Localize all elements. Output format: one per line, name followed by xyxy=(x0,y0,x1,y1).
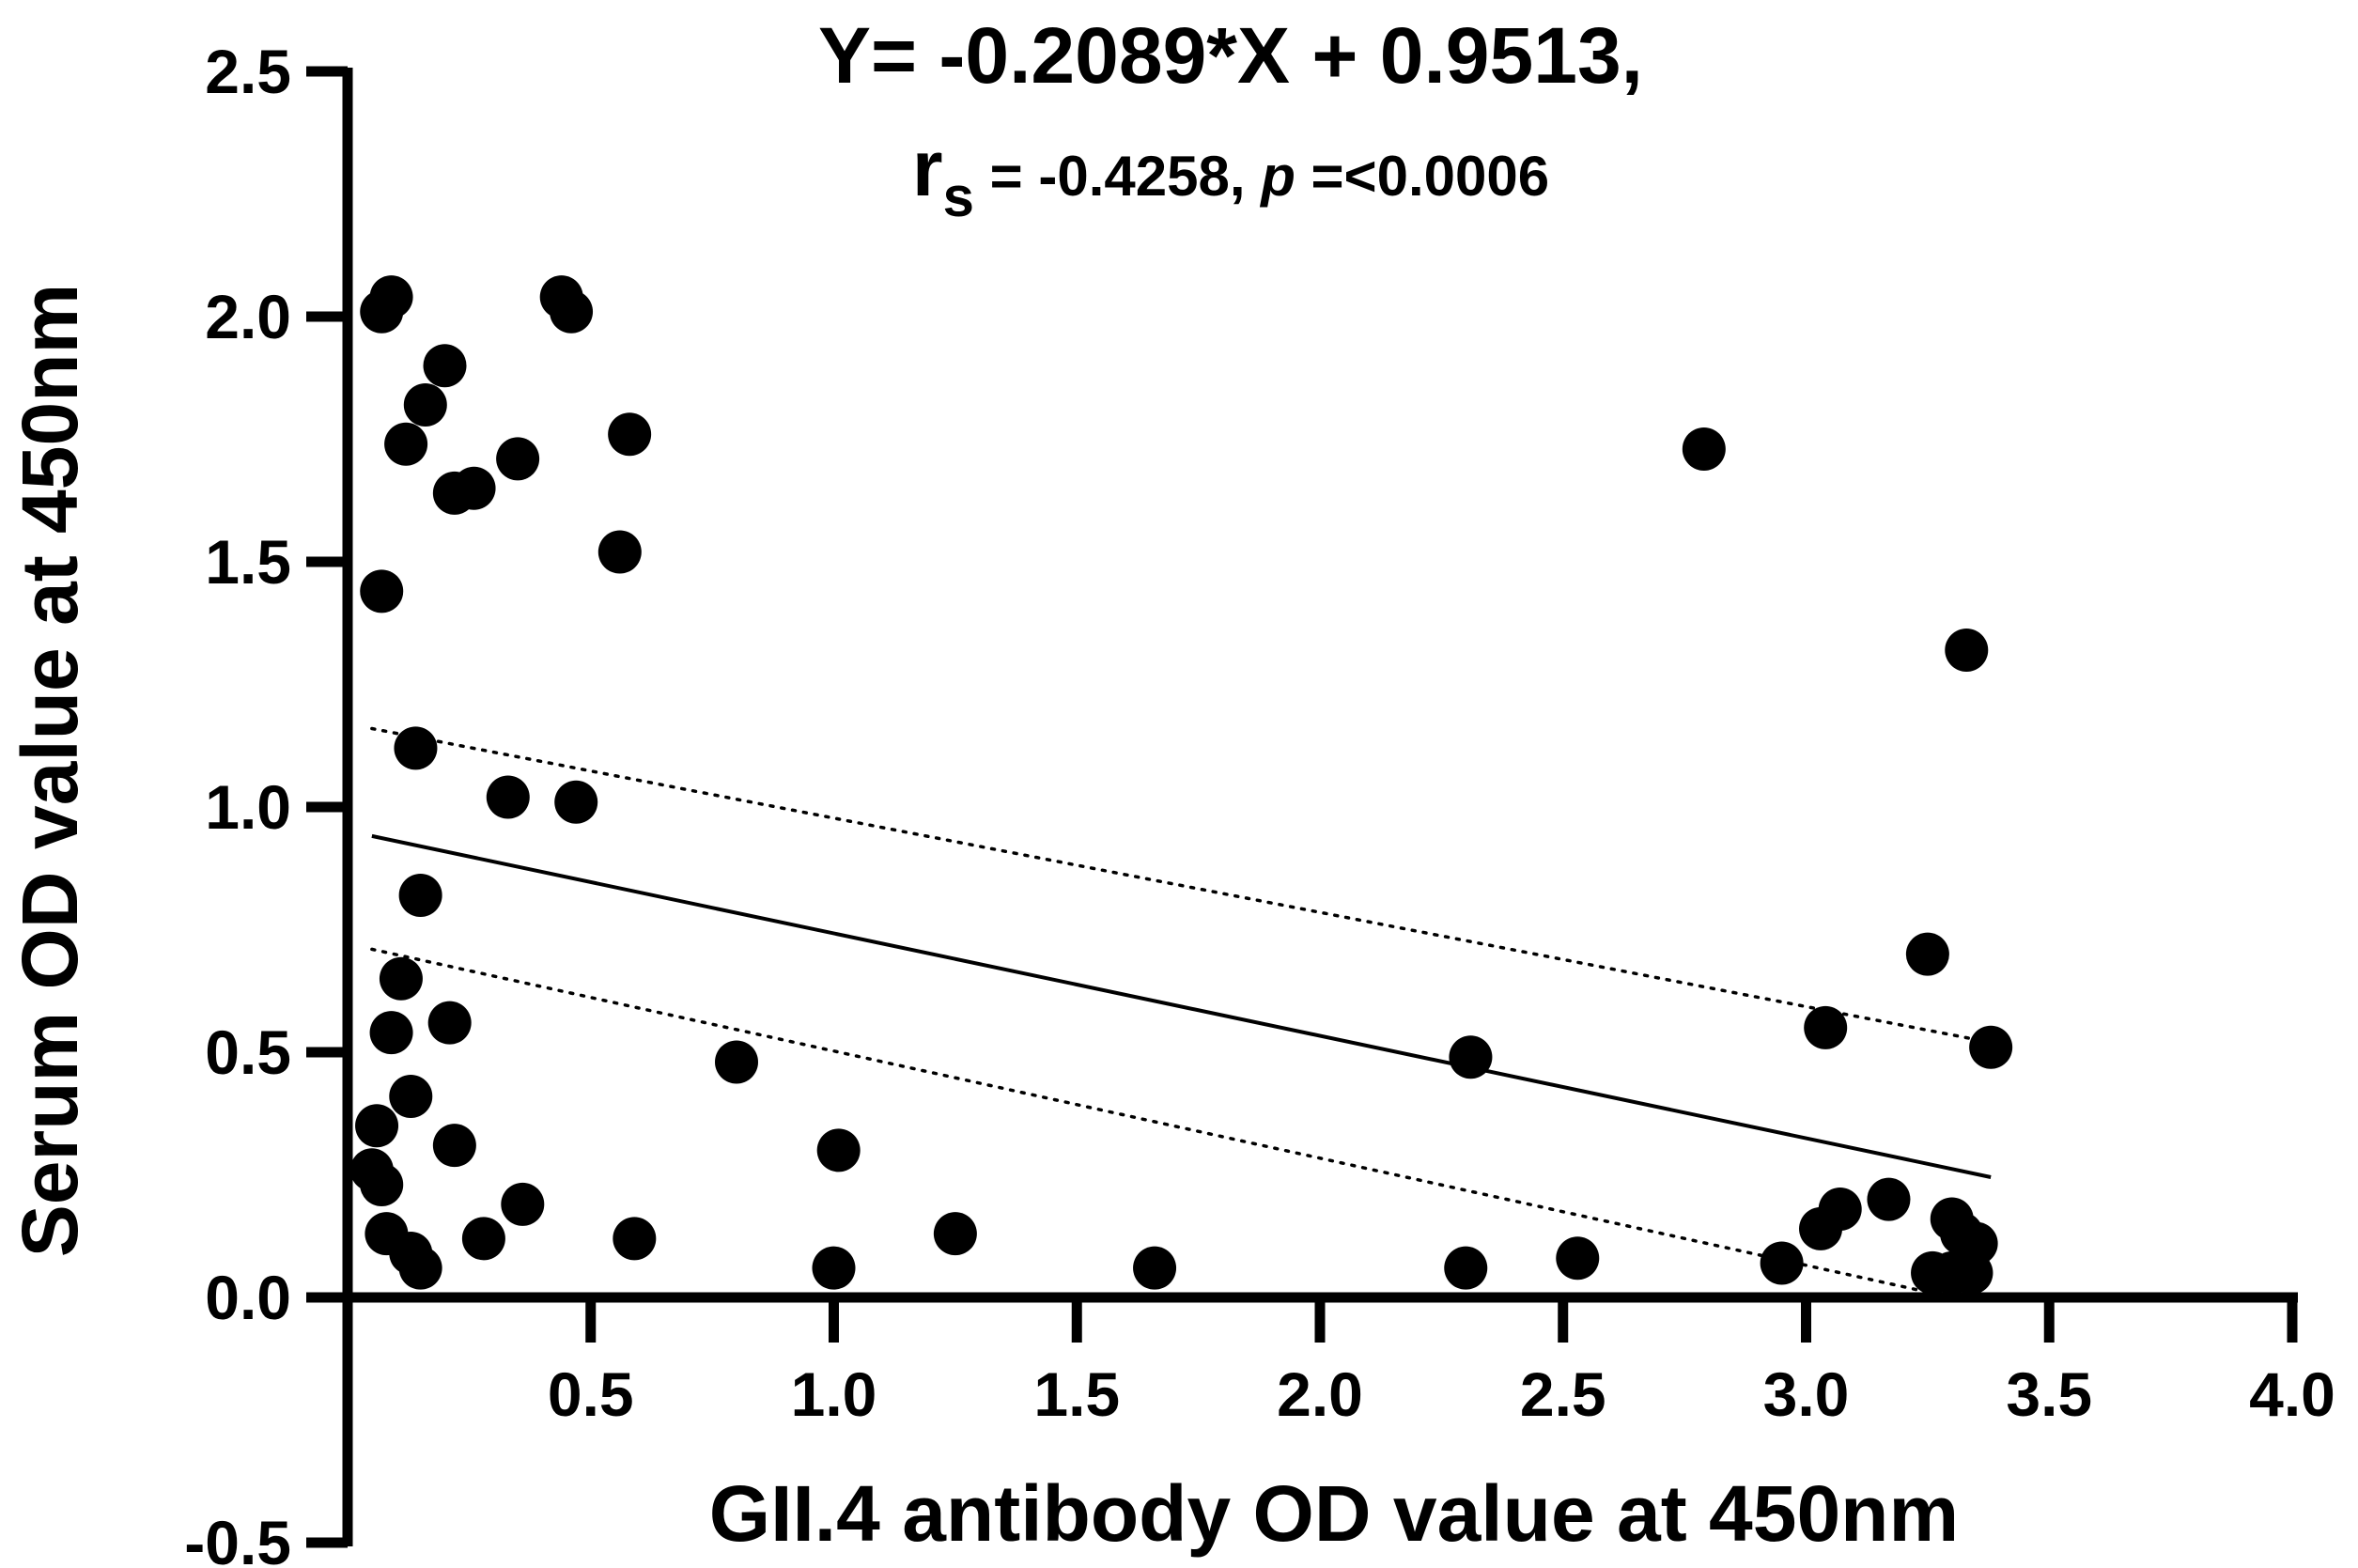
data-point xyxy=(1969,1025,2013,1069)
data-point xyxy=(394,726,438,770)
data-point xyxy=(1804,1005,1848,1049)
stat-r-subscript: s xyxy=(943,165,974,228)
y-axis: -0.5 0.0 0.5 1.0 1.5 2.0 2.5 xyxy=(184,37,353,1568)
x-tick-label: 4.0 xyxy=(2249,1359,2335,1429)
y-tick-label: -0.5 xyxy=(184,1508,291,1568)
data-point xyxy=(1818,1188,1862,1232)
data-point xyxy=(384,422,428,466)
y-tick-label: 2.0 xyxy=(205,282,291,351)
x-tick-label: 0.5 xyxy=(548,1359,634,1429)
stat-r-letter: r xyxy=(912,124,943,212)
x-axis-label: GII.4 antibody OD value at 450nm xyxy=(709,1469,1959,1558)
stat-p-letter: p xyxy=(1259,145,1295,208)
data-point xyxy=(369,275,413,319)
data-point xyxy=(812,1246,856,1290)
confidence-band-upper xyxy=(370,726,1993,1045)
data-point xyxy=(613,1217,657,1261)
data-point xyxy=(461,1217,505,1261)
x-tick-label: 2.0 xyxy=(1277,1359,1363,1429)
chart-title: Y= -0.2089*X + 0.9513, xyxy=(818,11,1643,100)
data-point xyxy=(1760,1241,1804,1285)
data-point xyxy=(360,1162,404,1206)
data-point xyxy=(486,775,530,819)
data-point xyxy=(550,289,594,334)
data-point xyxy=(501,1182,545,1226)
data-point xyxy=(608,412,652,457)
data-point xyxy=(403,382,447,427)
data-point xyxy=(1867,1177,1911,1221)
data-point xyxy=(597,530,642,574)
data-point xyxy=(933,1212,977,1256)
x-tick-label: 3.0 xyxy=(1763,1359,1850,1429)
data-point xyxy=(389,1074,433,1118)
data-point xyxy=(554,780,598,824)
data-point xyxy=(369,1011,413,1055)
x-tick-label: 2.5 xyxy=(1520,1359,1606,1429)
data-point xyxy=(1449,1035,1493,1079)
data-point xyxy=(1556,1236,1600,1281)
data-point xyxy=(715,1040,758,1084)
x-tick-label: 1.5 xyxy=(1033,1359,1120,1429)
regression-fit xyxy=(371,833,1992,1179)
y-tick-label: 1.5 xyxy=(205,527,291,597)
stat-p-value: =<0.0006 xyxy=(1295,145,1549,208)
confidence-band xyxy=(370,726,1993,1299)
data-point xyxy=(360,569,404,613)
data-point xyxy=(816,1128,861,1172)
x-tick-label: 3.5 xyxy=(2006,1359,2092,1429)
stat-r-value: = -0.4258, xyxy=(974,145,1261,208)
data-point xyxy=(1133,1246,1177,1290)
data-point xyxy=(1949,1250,1993,1295)
y-tick-label: 0.0 xyxy=(205,1263,291,1332)
data-points xyxy=(349,275,2013,1295)
regression-line xyxy=(371,833,1992,1179)
data-point xyxy=(452,466,496,510)
data-point xyxy=(398,873,442,917)
data-point xyxy=(379,956,423,1001)
confidence-band-lower xyxy=(370,947,1954,1299)
y-tick-label: 0.5 xyxy=(205,1017,291,1087)
data-point xyxy=(432,1124,476,1168)
data-point xyxy=(1682,427,1726,471)
data-point xyxy=(355,1104,399,1148)
data-point xyxy=(427,1001,472,1045)
data-point xyxy=(1945,628,1989,672)
data-point xyxy=(1444,1246,1488,1290)
x-axis: 0.5 1.0 1.5 2.0 2.5 3.0 3.5 4.0 xyxy=(348,1292,2335,1429)
correlation-stats: rs = -0.4258, p =<0.0006 xyxy=(912,124,1549,228)
data-point xyxy=(398,1246,442,1290)
y-tick-label: 1.0 xyxy=(205,772,291,842)
data-point xyxy=(1905,932,1949,976)
y-axis-label: Serum OD value at 450nm xyxy=(6,284,94,1257)
data-point xyxy=(496,437,540,481)
x-tick-label: 1.0 xyxy=(791,1359,877,1429)
data-point xyxy=(423,344,467,388)
y-tick-label: 2.5 xyxy=(205,37,291,106)
